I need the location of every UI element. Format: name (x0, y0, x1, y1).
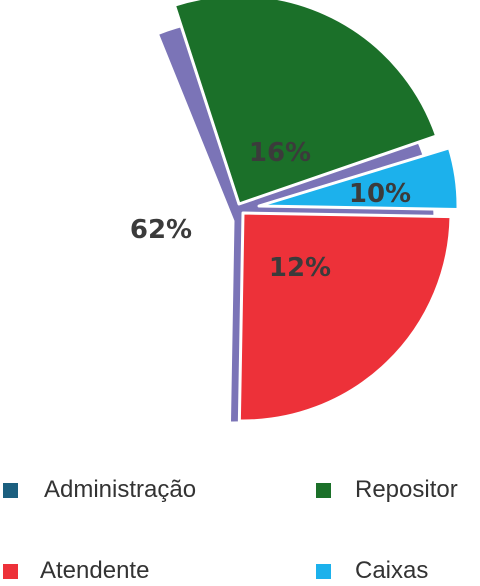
legend-swatch (3, 564, 18, 579)
legend-label: Caixas (355, 557, 428, 585)
legend-item-caixas: Caixas (316, 556, 428, 586)
pie-slices (157, 0, 458, 423)
legend-item-atendente: Atendente (3, 556, 149, 586)
legend-swatch (316, 483, 331, 498)
pie-chart: 62% 16% 10% 12% (0, 0, 480, 468)
slice-label-repositor: 16% (249, 138, 311, 168)
legend-label: Atendente (40, 557, 149, 585)
legend-label: Repositor (355, 476, 458, 504)
legend-item-repositor: Repositor (316, 475, 458, 505)
chart-legend: Administração Repositor Atendente Caixas (0, 468, 480, 584)
slice-label-atendente: 12% (269, 253, 331, 283)
pie-slice-atendente (239, 213, 451, 421)
legend-label: Administração (44, 476, 196, 504)
legend-item-administracao: Administração (3, 475, 196, 505)
legend-swatch (316, 564, 331, 579)
slice-label-caixas: 10% (349, 179, 411, 209)
legend-swatch (3, 483, 18, 498)
slice-label-administracao: 62% (130, 215, 192, 245)
